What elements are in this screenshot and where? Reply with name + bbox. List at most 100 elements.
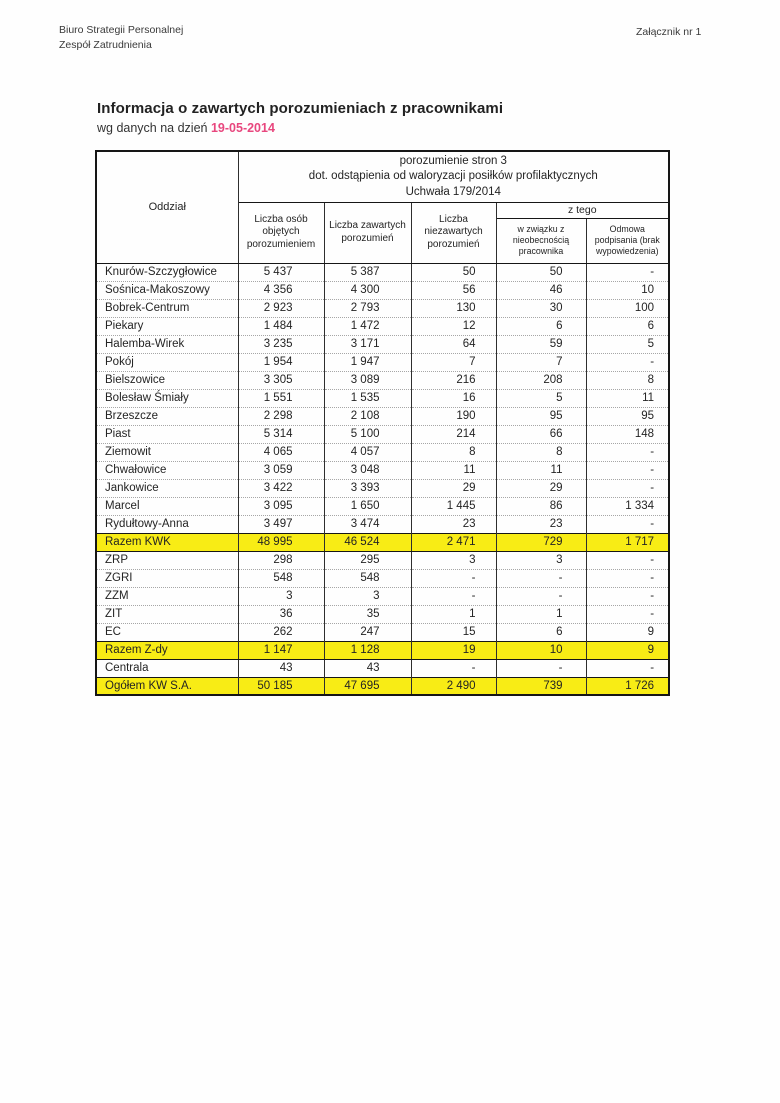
cell-value: 2 490 — [410, 676, 497, 696]
cell-value: - — [585, 352, 670, 371]
page-title: Informacja o zawartych porozumieniach z … — [97, 100, 504, 117]
cell-value: 208 — [495, 370, 587, 389]
table-row: Halemba-Wirek 3 235 3 171 64 59 5 — [95, 334, 670, 353]
cell-value: 548 — [237, 568, 325, 587]
cell-division-name: ZZM — [95, 586, 239, 605]
table-row: Bobrek-Centrum 2 923 2 793 130 30 100 — [95, 298, 670, 317]
letterhead-org-line1: Biuro Strategii Personalnej — [59, 24, 184, 36]
cell-value: 10 — [495, 640, 587, 660]
cell-value: 50 — [410, 263, 497, 281]
cell-division-name: Razem Z-dy — [95, 640, 239, 660]
cell-value: 12 — [410, 316, 497, 335]
cell-value: 3 048 — [323, 460, 412, 479]
cell-value: 1 726 — [585, 676, 670, 696]
cell-value: 3 — [410, 550, 497, 569]
table-row-summary: Razem KWK 48 995 46 524 2 471 729 1 717 — [95, 532, 670, 552]
cell-value: 1 147 — [237, 640, 325, 660]
table-row: Jankowice 3 422 3 393 29 29- — [95, 478, 670, 497]
cell-value: 9 — [585, 622, 670, 641]
cell-division-name: EC — [95, 622, 239, 641]
cell-value: 3 235 — [237, 334, 325, 353]
cell-value: 86 — [495, 496, 587, 515]
cell-value: 46 524 — [323, 532, 412, 552]
cell-value: 2 108 — [323, 406, 412, 425]
cell-value: 130 — [410, 298, 497, 317]
cell-value: 190 — [410, 406, 497, 425]
group-header-line3: Uchwała 179/2014 — [405, 185, 501, 198]
cell-division-name: Jankowice — [95, 478, 239, 497]
cell-division-name: Bobrek-Centrum — [95, 298, 239, 317]
cell-value: 548 — [323, 568, 412, 587]
cell-value: 7 — [410, 352, 497, 371]
cell-value: 1 535 — [323, 388, 412, 407]
cell-value: 4 065 — [237, 442, 325, 461]
cell-value: 50 185 — [237, 676, 325, 696]
cell-value: 6 — [495, 316, 587, 335]
cell-value: 8 — [585, 370, 670, 389]
cell-value: - — [585, 263, 670, 281]
cell-value: 2 923 — [237, 298, 325, 317]
table-body: Knurów-Szczygłowice 5 437 5 387 50 50- Sośnic… — [95, 263, 670, 696]
cell-value: 11 — [495, 460, 587, 479]
cell-value: 95 — [495, 406, 587, 425]
table-row-summary: Razem Z-dy 1 147 1 128 19 10 9 — [95, 640, 670, 660]
cell-value: 5 100 — [323, 424, 412, 443]
cell-value: 3 393 — [323, 478, 412, 497]
cell-value: 148 — [585, 424, 670, 443]
cell-value: 1 954 — [237, 352, 325, 371]
cell-value: - — [585, 568, 670, 587]
cell-value: 1 947 — [323, 352, 412, 371]
cell-value: 216 — [410, 370, 497, 389]
cell-value: 35 — [323, 604, 412, 623]
cell-division-name: ZGRI — [95, 568, 239, 587]
cell-division-name: Centrala — [95, 658, 239, 677]
cell-value: 19 — [410, 640, 497, 660]
cell-value: 3 — [323, 586, 412, 605]
cell-value: 43 — [237, 658, 325, 677]
cell-value: 8 — [410, 442, 497, 461]
cell-value: 15 — [410, 622, 497, 641]
cell-division-name: Bolesław Śmiały — [95, 388, 239, 407]
cell-division-name: Brzeszcze — [95, 406, 239, 425]
cell-value: 1 334 — [585, 496, 670, 515]
cell-value: 5 314 — [237, 424, 325, 443]
cell-division-name: Bielszowice — [95, 370, 239, 389]
cell-value: 3 474 — [323, 514, 412, 533]
cell-value: 214 — [410, 424, 497, 443]
cell-value: 3 — [495, 550, 587, 569]
cell-value: 3 — [237, 586, 325, 605]
agreements-table-wrapper: Oddział porozumienie stron 3 dot. odstąp… — [95, 150, 671, 696]
header-cell-odmowa: Odmowa podpisania (brak wypowiedzenia) — [585, 218, 670, 264]
cell-value: 729 — [495, 532, 587, 552]
cell-division-name: Rydułtowy-Anna — [95, 514, 239, 533]
table-row: Knurów-Szczygłowice 5 437 5 387 50 50- — [95, 263, 670, 281]
cell-value: 3 305 — [237, 370, 325, 389]
cell-division-name: Knurów-Szczygłowice — [95, 263, 239, 281]
table-row: ZIT 36 35 1 1- — [95, 604, 670, 623]
cell-value: 16 — [410, 388, 497, 407]
cell-value: - — [585, 442, 670, 461]
cell-division-name: Piekary — [95, 316, 239, 335]
cell-value: - — [495, 658, 587, 677]
cell-division-name: Halemba-Wirek — [95, 334, 239, 353]
table-row: Marcel 3 095 1 650 1 445 86 1 334 — [95, 496, 670, 515]
cell-value: 64 — [410, 334, 497, 353]
cell-value: 9 — [585, 640, 670, 660]
cell-value: - — [410, 568, 497, 587]
cell-value: 6 — [585, 316, 670, 335]
attachment-label: Załącznik nr 1 — [636, 26, 702, 38]
cell-value: 5 437 — [237, 263, 325, 281]
cell-value: - — [585, 604, 670, 623]
cell-value: 8 — [495, 442, 587, 461]
cell-value: 5 387 — [323, 263, 412, 281]
cell-value: - — [585, 514, 670, 533]
table-row: Bolesław Śmiały 1 551 1 535 16 5 11 — [95, 388, 670, 407]
report-date-prefix: wg danych na dzień — [97, 121, 211, 135]
cell-value: 29 — [410, 478, 497, 497]
cell-value: - — [585, 460, 670, 479]
table-row: ZZM 3 3- - - — [95, 586, 670, 605]
header-cell-oddzial: Oddział — [95, 151, 239, 264]
cell-value: - — [585, 550, 670, 569]
cell-division-name: Ogółem KW S.A. — [95, 676, 239, 696]
